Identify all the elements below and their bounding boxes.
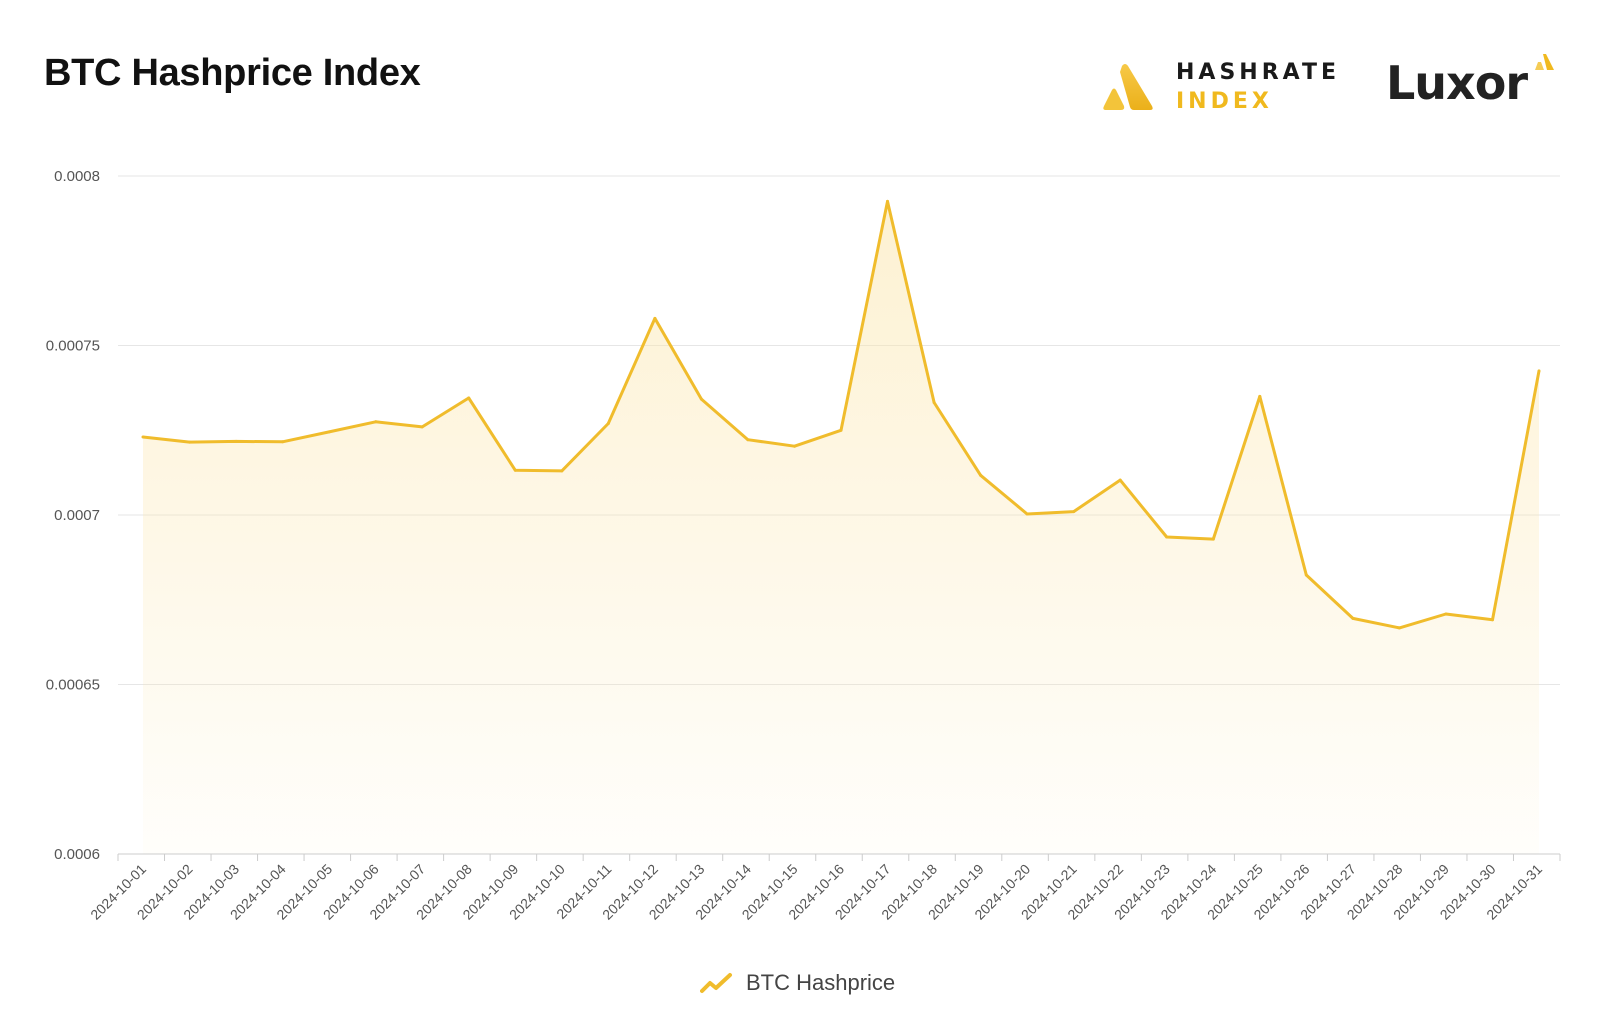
luxor-logo-icon [1535, 54, 1554, 70]
chart-title: BTC Hashprice Index [44, 52, 421, 94]
y-tick-label: 0.00075 [46, 338, 100, 355]
data-point[interactable] [1444, 612, 1448, 616]
data-point[interactable] [932, 401, 936, 404]
luxor-logo-text: Luxor [1386, 56, 1528, 110]
data-point[interactable] [234, 439, 238, 443]
data-point[interactable] [746, 438, 750, 442]
data-point[interactable] [327, 430, 331, 434]
y-tick-label: 0.0006 [54, 846, 100, 863]
data-point[interactable] [653, 316, 657, 320]
data-point[interactable] [793, 444, 796, 448]
data-point[interactable] [1025, 512, 1029, 516]
data-point[interactable] [1118, 478, 1122, 482]
data-point[interactable] [606, 422, 610, 425]
data-point[interactable] [979, 473, 983, 477]
data-point[interactable] [560, 469, 564, 473]
index-logo-text: INDEX [1176, 89, 1273, 114]
data-point[interactable] [1351, 616, 1355, 620]
data-point[interactable] [1165, 535, 1169, 539]
y-tick-label: 0.0008 [54, 168, 100, 185]
chart-legend: BTC Hashprice [700, 968, 895, 998]
data-point[interactable] [1072, 510, 1076, 514]
data-point[interactable] [188, 440, 191, 444]
data-point[interactable] [1397, 626, 1401, 630]
y-tick-label: 0.00065 [46, 677, 100, 694]
hashrate-index-logo: HASHRATE INDEX [1100, 58, 1340, 118]
data-point[interactable] [1304, 573, 1308, 577]
data-point[interactable] [513, 468, 517, 472]
data-point[interactable] [420, 425, 424, 429]
trend-line-icon [700, 973, 732, 993]
data-point[interactable] [1491, 618, 1494, 622]
series-area [143, 201, 1539, 854]
hashrate-logo-text: HASHRATE [1176, 60, 1340, 85]
y-tick-label: 0.0007 [54, 507, 100, 524]
data-point[interactable] [839, 428, 843, 432]
legend-label: BTC Hashprice [746, 970, 896, 995]
data-point[interactable] [374, 420, 378, 424]
data-point[interactable] [1211, 537, 1215, 541]
data-point[interactable] [886, 199, 889, 203]
data-point[interactable] [141, 435, 145, 439]
data-point[interactable] [1258, 394, 1262, 398]
data-point[interactable] [467, 396, 471, 400]
data-point[interactable] [281, 440, 285, 444]
data-point[interactable] [699, 397, 703, 401]
data-point[interactable] [1537, 369, 1541, 373]
hashrate-index-logo-icon [1103, 64, 1153, 110]
luxor-logo: Luxor [1386, 52, 1556, 116]
